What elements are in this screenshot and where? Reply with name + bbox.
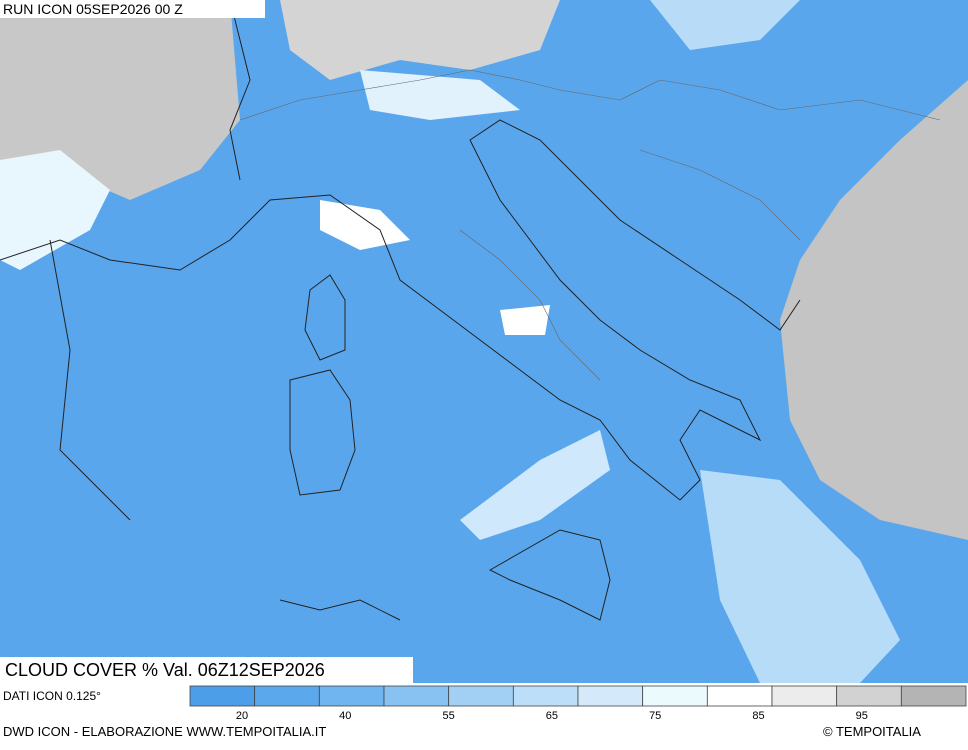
color-swatch — [448, 685, 514, 707]
cloud-area — [650, 0, 800, 50]
color-bar-label: 85 — [752, 710, 764, 722]
sicily-coast — [488, 529, 611, 621]
run-label: RUN ICON 05SEP2026 00 Z — [3, 1, 183, 17]
color-bar-label: 40 — [339, 710, 351, 722]
color-swatch — [836, 685, 902, 707]
run-label-box — [0, 0, 265, 18]
color-bar-label: 75 — [649, 710, 661, 722]
coastlines — [0, 0, 801, 621]
cloud-area — [360, 70, 520, 120]
color-bar-label: 95 — [856, 710, 868, 722]
cloud-area — [700, 470, 900, 683]
color-swatch — [189, 685, 256, 707]
cloud-area — [500, 305, 550, 335]
color-swatch — [642, 685, 708, 707]
color-swatch — [706, 685, 773, 707]
color-swatch — [577, 685, 644, 707]
copyright: © TEMPOITALIA — [823, 724, 921, 739]
color-swatch — [254, 685, 320, 707]
color-swatch — [771, 685, 838, 707]
cloud-area — [280, 0, 560, 80]
cloud-area — [780, 80, 968, 540]
credit: DWD ICON - ELABORAZIONE WWW.TEMPOITALIA.… — [3, 724, 326, 739]
color-swatch — [318, 685, 385, 707]
title-box — [0, 657, 413, 683]
color-bar-label: 20 — [236, 710, 248, 722]
color-swatch — [383, 685, 450, 707]
map — [0, 0, 968, 683]
cloud-area — [0, 150, 110, 270]
borders — [239, 69, 941, 381]
data-source: DATI ICON 0.125° — [3, 689, 101, 703]
color-bar-label: 65 — [546, 710, 558, 722]
sardinia-coast — [289, 369, 356, 496]
color-bar-label: 55 — [442, 710, 454, 722]
color-bar: 20 40 55 65 75 85 95 — [189, 685, 967, 722]
map-title: CLOUD COVER % Val. 06Z12SEP2026 — [5, 660, 325, 680]
corsica-coast — [304, 274, 346, 361]
color-swatch — [900, 685, 967, 707]
cloud-area — [460, 430, 610, 540]
color-swatch — [512, 685, 579, 707]
cloud-area — [320, 200, 410, 250]
